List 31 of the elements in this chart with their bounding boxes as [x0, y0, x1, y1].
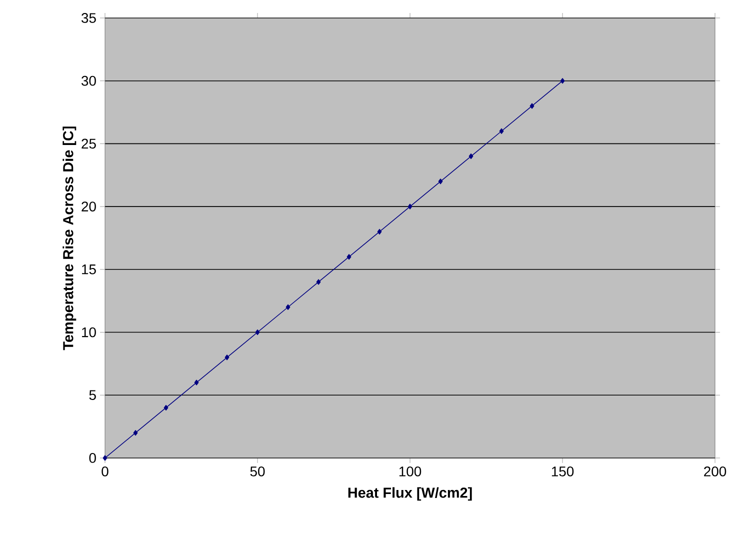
y-axis-title: Temperature Rise Across Die [C] — [62, 126, 76, 350]
point — [499, 128, 504, 134]
point — [224, 354, 230, 360]
x-tick-label: 100 — [399, 466, 422, 476]
y-tick-label: 10 — [82, 327, 96, 338]
y-tick-label: 35 — [82, 13, 96, 23]
x-tick-label: 0 — [102, 466, 108, 476]
x-tick-label: 150 — [552, 466, 574, 476]
y-tick-label: 5 — [89, 390, 96, 400]
x-tick-label: 200 — [704, 466, 726, 476]
point — [560, 78, 565, 84]
point — [408, 204, 412, 210]
point — [468, 153, 474, 160]
y-tick-label: 30 — [82, 76, 96, 86]
point — [255, 329, 260, 336]
x-axis-title: Heat Flux [W/cm2] — [348, 487, 472, 501]
x-tick-label: 50 — [250, 466, 265, 476]
point — [438, 178, 443, 184]
point — [164, 404, 168, 410]
point — [102, 455, 108, 461]
point — [286, 304, 290, 310]
point — [377, 228, 382, 234]
point — [316, 279, 321, 285]
y-tick-label: 15 — [82, 264, 96, 274]
point — [530, 103, 534, 109]
y-tick-label: 25 — [82, 138, 96, 149]
point — [346, 254, 352, 260]
point — [133, 430, 138, 436]
y-tick-label: 0 — [89, 453, 96, 463]
point — [194, 380, 199, 386]
y-tick-label: 20 — [82, 202, 96, 212]
